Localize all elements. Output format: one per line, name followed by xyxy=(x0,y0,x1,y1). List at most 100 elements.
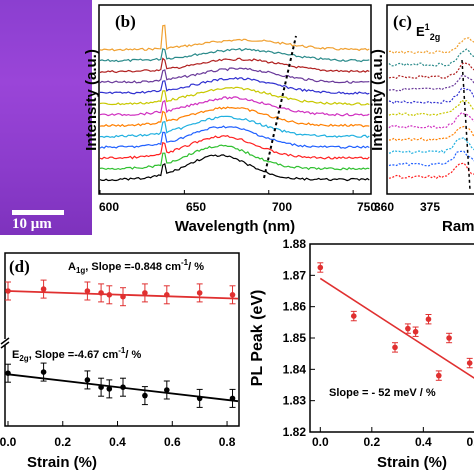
panel-e-fit-line xyxy=(319,277,474,379)
panel-c-peak-trend-line xyxy=(461,59,471,191)
panel-d-point xyxy=(229,395,236,402)
panel-b-xlabel: Wavelength (nm) xyxy=(175,218,295,235)
panel-b-spectrum xyxy=(99,115,370,139)
panel-d-point xyxy=(98,290,104,296)
panel-b-label: (b) xyxy=(115,12,136,31)
panel-d-point xyxy=(142,290,148,296)
panel-d-xtick: 0.6 xyxy=(164,435,181,449)
panel-d-plot xyxy=(5,279,239,408)
panel-d-point xyxy=(164,387,170,393)
panel-b-xtick: 750 xyxy=(357,200,377,214)
panel-c-spectrum xyxy=(388,87,474,105)
panel-c-mode-main: E xyxy=(416,24,425,39)
panel-d-point xyxy=(40,369,47,375)
panel-b-spectra xyxy=(99,24,370,194)
panel-e-plot xyxy=(317,262,474,381)
panel-c-spectrum xyxy=(388,37,474,55)
a1g-subscript: 1g xyxy=(76,266,85,275)
microscope-image: 10 μm xyxy=(0,0,92,235)
panel-d-point xyxy=(84,377,91,383)
panel-d-point xyxy=(164,292,170,298)
panel-d-a1g-annotation: A1g, Slope =-0.848 cm-1/ % xyxy=(68,258,204,275)
panel-d-point xyxy=(120,293,126,300)
panel-d-point xyxy=(40,286,47,292)
panel-b-spectrum xyxy=(99,57,370,74)
panel-b-xtick: 700 xyxy=(272,200,292,214)
panel-c-spectrum xyxy=(388,162,474,180)
panel-b-spectrum xyxy=(99,67,370,84)
e2g-subscript: 2g xyxy=(19,354,28,363)
panel-e-xtick: 0.0 xyxy=(312,435,329,449)
panel-d-axis-break xyxy=(0,341,10,349)
panel-c-xtick: 375 xyxy=(420,200,440,214)
panel-e-xtick: 0.6 xyxy=(467,435,474,449)
panel-c-mode-label: E12g xyxy=(416,22,440,42)
panel-c-spectrum xyxy=(388,99,474,117)
panel-b-spectrum xyxy=(99,24,370,52)
e2g-unit-sup: -1 xyxy=(118,346,126,355)
a1g-unit-sup: -1 xyxy=(181,258,189,267)
panel-e-point xyxy=(350,313,357,319)
panel-d-e2g-annotation: E2g, Slope =-4.67 cm-1/ % xyxy=(12,346,142,363)
panel-e-point xyxy=(405,325,411,332)
e2g-slope-text: , Slope =-4.67 cm xyxy=(29,349,119,361)
panel-b-xtick: 650 xyxy=(186,200,206,214)
panel-c-mode-sub: 2g xyxy=(430,32,441,42)
panel-c-xtick: 360 xyxy=(374,200,394,214)
panel-e-point xyxy=(435,372,442,379)
panel-e-ytick: 1.83 xyxy=(283,394,307,408)
panel-e-point xyxy=(446,335,452,341)
panel-e-ytick: 1.88 xyxy=(283,237,307,251)
panel-d-point xyxy=(196,290,203,296)
panel-b-xtick: 600 xyxy=(99,200,119,214)
panel-d-point xyxy=(98,384,104,391)
panel-e-yticks: 1.82 1.83 1.84 1.85 1.86 1.87 1.88 xyxy=(283,237,315,439)
panel-c-spectra xyxy=(388,37,474,180)
a1g-unit-tail: / % xyxy=(188,261,204,273)
panel-b-ylabel: Intensity (a.u.) xyxy=(83,49,100,151)
panel-c-spectrum xyxy=(388,136,474,155)
panel-c-mode-sup: 1 xyxy=(425,22,430,32)
panel-e-ylabel: PL Peak (eV) xyxy=(249,290,266,387)
panel-e: 1.821.831.841.851.861.871.88 0.00.20.40.… xyxy=(249,237,474,471)
panel-b: (b) Intensity (a.u.) 600 650 700 750 Wav… xyxy=(83,4,377,235)
e2g-unit-tail: / % xyxy=(125,349,141,361)
panel-e-point xyxy=(392,344,398,351)
panel-b-spectrum xyxy=(99,154,370,182)
panel-c-xlabel: Raman xyxy=(442,218,474,235)
panel-e-ytick: 1.87 xyxy=(283,268,307,282)
panel-e-ytick: 1.82 xyxy=(283,425,307,439)
panel-e-point xyxy=(317,264,324,271)
panel-d-point xyxy=(84,288,91,294)
panel-d-xtick: 0.8 xyxy=(219,435,236,449)
scale-bar xyxy=(12,210,64,215)
panel-c-ylabel: Intensity (a.u.) xyxy=(369,49,386,151)
panel-d-point xyxy=(229,292,236,298)
panel-d-xtick: 0.2 xyxy=(54,435,71,449)
panel-c-label: (c) xyxy=(393,12,412,31)
panel-c-spectrum xyxy=(388,48,474,67)
panel-e-xtick: 0.2 xyxy=(363,435,380,449)
panel-d-axis-break xyxy=(0,337,10,345)
panel-b-peak-trend-line xyxy=(263,35,297,179)
panel-b-spectrum xyxy=(99,135,370,160)
panel-e-annotation: Slope = - 52 meV / % xyxy=(329,387,436,399)
panel-b-spectrum xyxy=(99,125,370,149)
panel-e-ytick: 1.86 xyxy=(283,300,307,314)
panel-c-spectrum xyxy=(388,112,474,129)
scale-bar-label: 10 μm xyxy=(12,216,52,232)
panel-d-label: (d) xyxy=(9,257,30,276)
panel-d-xtick: 0.4 xyxy=(109,435,126,449)
a1g-slope-text: , Slope =-0.848 cm xyxy=(85,261,181,273)
panel-d-point xyxy=(120,384,126,391)
panel-c: (c) E12g Intensity (a.u.) 360 375 Raman xyxy=(369,4,474,235)
panel-c-spectrum xyxy=(388,125,474,142)
panel-b-spectrum xyxy=(99,106,370,128)
panel-d-xticks: 0.0 0.2 0.4 0.6 0.8 xyxy=(0,421,236,449)
panel-d-point xyxy=(142,392,148,399)
panel-d-point xyxy=(106,292,113,298)
panel-e-ytick: 1.84 xyxy=(283,362,307,376)
panel-e-point xyxy=(425,316,432,323)
panel-d-xlabel: Strain (%) xyxy=(27,454,97,471)
